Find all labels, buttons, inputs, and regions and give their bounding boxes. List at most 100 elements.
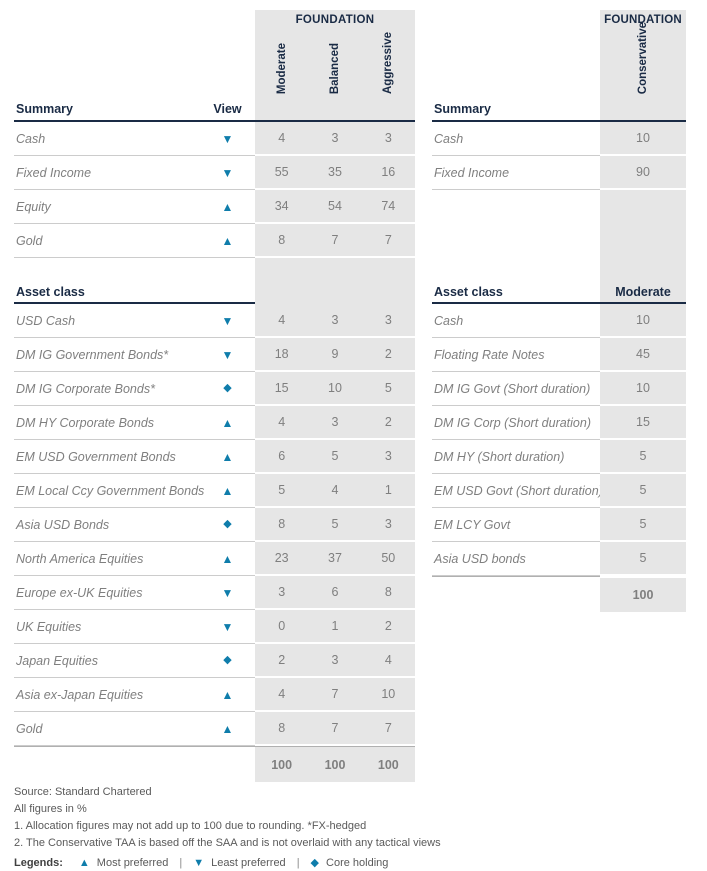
allocation-value: 5	[600, 474, 686, 508]
spacer	[255, 258, 309, 280]
asset-label: Cash	[14, 122, 200, 156]
spacer	[308, 280, 362, 304]
allocation-value: 7	[361, 224, 415, 258]
allocation-value: 74	[361, 190, 415, 224]
asset-label: North America Equities	[14, 542, 200, 576]
table-row: EM Local Ccy Government Bonds ▲ 5 4 1	[14, 474, 415, 508]
spacer	[255, 96, 309, 122]
view-cell: ▲	[200, 224, 255, 258]
table-row: Cash 10	[432, 122, 686, 156]
view-cell: ▼	[200, 576, 255, 610]
allocation-value: 18	[255, 338, 309, 372]
diamond-icon: ◆	[223, 654, 232, 666]
allocation-value: 37	[308, 542, 362, 576]
allocation-value: 10	[600, 372, 686, 406]
view-cell: ▼	[200, 122, 255, 156]
allocation-value: 55	[255, 156, 309, 190]
allocation-value: 5	[255, 474, 309, 508]
table-row: Fixed Income 90	[432, 156, 686, 190]
allocation-value: 4	[255, 304, 309, 338]
spacer	[14, 746, 200, 782]
up-triangle-icon: ▲	[221, 483, 234, 498]
summary-rows: Cash 10 Fixed Income 90	[432, 122, 686, 190]
allocation-value: 5	[361, 372, 415, 406]
legend-text: Core holding	[326, 857, 389, 869]
asset-label: Cash	[432, 122, 600, 156]
table-row: Cash 10	[432, 304, 686, 338]
table-row: Cash ▼ 4 3 3	[14, 122, 415, 156]
allocation-value: 2	[361, 406, 415, 440]
column-header-moderate: Moderate	[255, 30, 309, 96]
allocation-value: 5	[600, 440, 686, 474]
down-triangle-icon: ▼	[193, 856, 205, 869]
asset-label: Europe ex-UK Equities	[14, 576, 200, 610]
up-triangle-icon: ▲	[221, 721, 234, 736]
foundation-group-header: FOUNDATION	[255, 10, 415, 30]
view-cell: ▲	[200, 712, 255, 746]
total-aggressive: 100	[361, 746, 415, 782]
allocation-value: 7	[361, 712, 415, 746]
table-row: Europe ex-UK Equities ▼ 3 6 8	[14, 576, 415, 610]
table-row: Asia ex-Japan Equities ▲ 4 7 10	[14, 678, 415, 712]
asset-class-header-row: Asset class	[14, 280, 415, 304]
spacer	[200, 746, 255, 782]
allocation-value: 3	[361, 508, 415, 542]
view-cell: ▼	[200, 338, 255, 372]
moderate-column-header: Moderate	[600, 280, 686, 304]
allocation-value: 10	[600, 122, 686, 156]
view-cell: ▼	[200, 304, 255, 338]
spacer	[432, 576, 600, 612]
allocation-value: 2	[361, 610, 415, 644]
up-triangle-icon: ▲	[221, 551, 234, 566]
legend-text: Least preferred	[211, 857, 286, 869]
column-header-conservative: Conservative	[600, 22, 686, 96]
legend-separator: |	[179, 857, 183, 869]
asset-label: EM LCY Govt	[432, 508, 600, 542]
footnotes: Source: Standard Chartered All figures i…	[14, 784, 700, 869]
asset-label: USD Cash	[14, 304, 200, 338]
allocation-value: 3	[255, 576, 309, 610]
spacer	[600, 190, 686, 280]
allocation-value: 5	[308, 508, 362, 542]
spacer	[361, 96, 415, 122]
spacer	[308, 96, 362, 122]
allocation-value: 3	[361, 304, 415, 338]
table-row: DM IG Govt (Short duration) 10	[432, 372, 686, 406]
view-cell: ▼	[200, 156, 255, 190]
allocation-value: 10	[361, 678, 415, 712]
asset-label: DM HY Corporate Bonds	[14, 406, 200, 440]
view-cell: ◆	[200, 372, 255, 406]
asset-class-rows: Cash 10 Floating Rate Notes 45 DM IG Govt (S…	[432, 304, 686, 576]
asset-label: Equity	[14, 190, 200, 224]
up-triangle-icon: ▲	[221, 687, 234, 702]
allocation-value: 10	[308, 372, 362, 406]
table-row: DM IG Corp (Short duration) 15	[432, 406, 686, 440]
source-note: Source: Standard Chartered	[14, 786, 152, 798]
down-triangle-icon: ▼	[221, 619, 234, 634]
asset-label: Asia USD Bonds	[14, 508, 200, 542]
view-cell: ◆	[200, 508, 255, 542]
group-header-row: FOUNDATION	[14, 10, 415, 30]
footnote-1: 1. Allocation figures may not add up to …	[14, 820, 367, 832]
allocation-value: 50	[361, 542, 415, 576]
summary-header-row: Summary	[432, 96, 686, 122]
spacer	[600, 96, 686, 122]
asset-label: Gold	[14, 224, 200, 258]
allocation-value: 4	[255, 122, 309, 156]
asset-label: Asia ex-Japan Equities	[14, 678, 200, 712]
table-row: Equity ▲ 34 54 74	[14, 190, 415, 224]
down-triangle-icon: ▼	[221, 131, 234, 146]
asset-label: Fixed Income	[14, 156, 200, 190]
allocation-value: 8	[361, 576, 415, 610]
allocation-value: 23	[255, 542, 309, 576]
table-row: Asia USD Bonds ◆ 8 5 3	[14, 508, 415, 542]
asset-class-rows: USD Cash ▼ 4 3 3 DM IG Government Bonds* ▼ 18 9 2…	[14, 304, 415, 746]
column-header-balanced: Balanced	[308, 30, 362, 96]
table-row: Fixed Income ▼ 55 35 16	[14, 156, 415, 190]
spacer	[308, 258, 362, 280]
spacer	[432, 10, 600, 30]
asset-label: EM Local Ccy Government Bonds	[14, 474, 204, 508]
asset-label: DM HY (Short duration)	[432, 440, 600, 474]
figures-note: All figures in %	[14, 803, 87, 815]
allocation-value: 9	[308, 338, 362, 372]
